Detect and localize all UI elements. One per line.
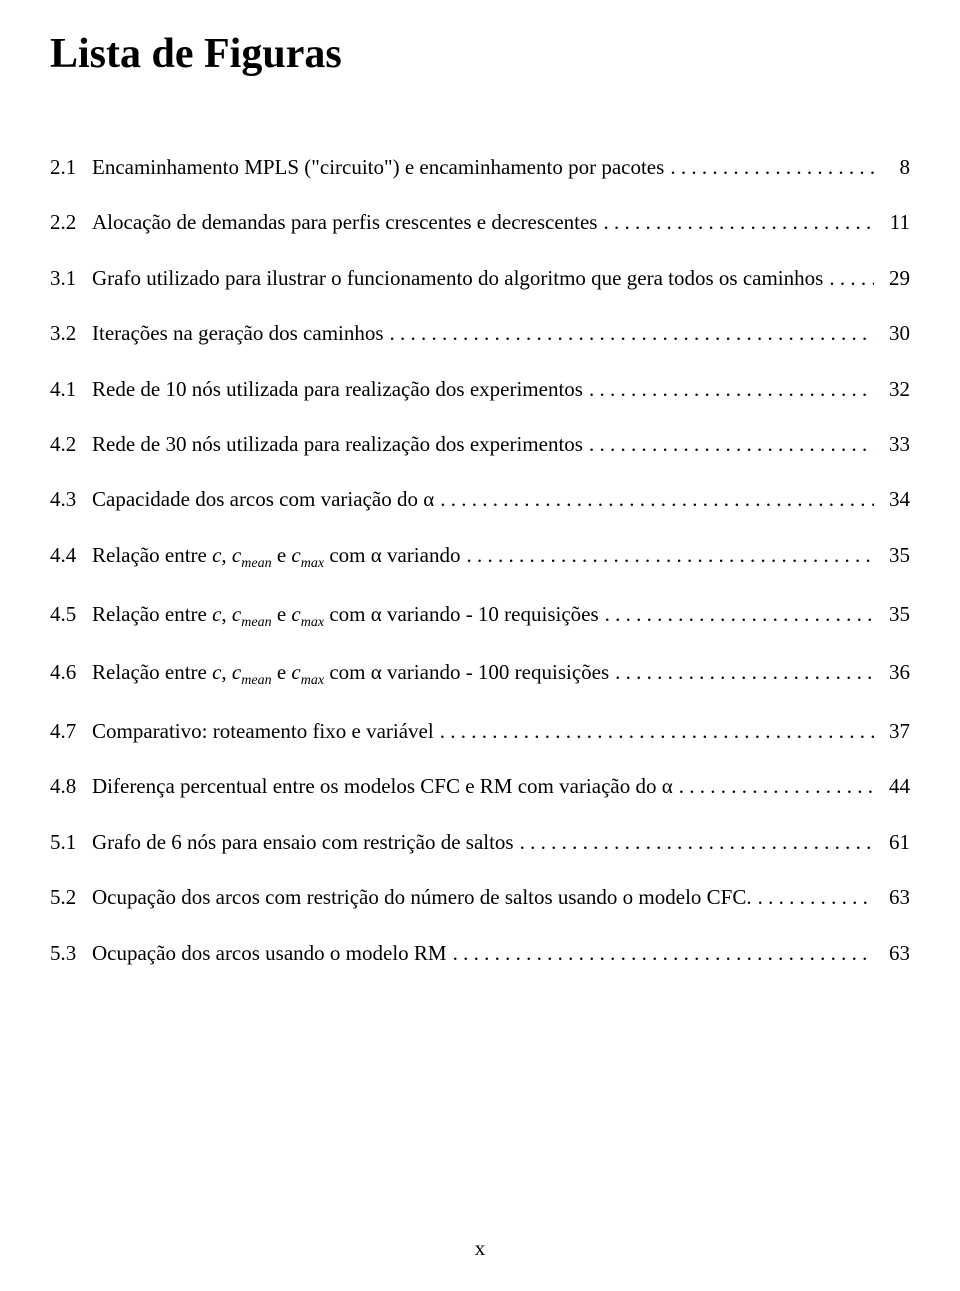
leader-dots [609, 658, 874, 687]
entry-page: 35 [874, 541, 910, 570]
entry-text: Rede de 10 nós utilizada para realização… [92, 375, 583, 404]
entry-text: Capacidade dos arcos com variação do α [92, 485, 434, 514]
list-item: 4.3Capacidade dos arcos com variação do … [50, 485, 910, 514]
entry-text: Encaminhamento MPLS ("circuito") e encam… [92, 153, 664, 182]
entry-text: Diferença percentual entre os modelos CF… [92, 772, 673, 801]
entry-page: 29 [874, 264, 910, 293]
entry-text: Relação entre c, cmean e cmax com α vari… [92, 541, 460, 574]
figure-list: 2.1Encaminhamento MPLS ("circuito") e en… [50, 153, 910, 968]
list-item: 3.2Iterações na geração dos caminhos 30 [50, 319, 910, 348]
leader-dots [583, 375, 874, 404]
entry-text: Ocupação dos arcos usando o modelo RM [92, 939, 447, 968]
entry-text: Comparativo: roteamento fixo e variável [92, 717, 434, 746]
entry-page: 8 [874, 153, 910, 182]
leader-dots [434, 485, 874, 514]
entry-number: 4.7 [50, 717, 92, 746]
leader-dots [583, 430, 874, 459]
leader-dots [752, 883, 874, 912]
list-item: 2.1Encaminhamento MPLS ("circuito") e en… [50, 153, 910, 182]
entry-text: Rede de 30 nós utilizada para realização… [92, 430, 583, 459]
entry-page: 35 [874, 600, 910, 629]
list-item: 4.1Rede de 10 nós utilizada para realiza… [50, 375, 910, 404]
entry-text: Ocupação dos arcos com restrição do núme… [92, 883, 752, 912]
leader-dots [384, 319, 874, 348]
list-item: 5.3Ocupação dos arcos usando o modelo RM… [50, 939, 910, 968]
entry-number: 5.2 [50, 883, 92, 912]
entry-text: Grafo de 6 nós para ensaio com restrição… [92, 828, 514, 857]
entry-number: 4.5 [50, 600, 92, 629]
leader-dots [447, 939, 874, 968]
entry-text: Iterações na geração dos caminhos [92, 319, 384, 348]
entry-page: 44 [874, 772, 910, 801]
page-number: x [0, 1236, 960, 1261]
entry-page: 34 [874, 485, 910, 514]
leader-dots [599, 600, 874, 629]
entry-page: 32 [874, 375, 910, 404]
entry-number: 4.3 [50, 485, 92, 514]
list-item: 4.8Diferença percentual entre os modelos… [50, 772, 910, 801]
entry-number: 3.2 [50, 319, 92, 348]
entry-page: 30 [874, 319, 910, 348]
list-item: 5.2Ocupação dos arcos com restrição do n… [50, 883, 910, 912]
list-item: 4.2Rede de 30 nós utilizada para realiza… [50, 430, 910, 459]
entry-number: 2.2 [50, 208, 92, 237]
entry-page: 36 [874, 658, 910, 687]
entry-text: Relação entre c, cmean e cmax com α vari… [92, 658, 609, 691]
page-title: Lista de Figuras [50, 30, 910, 78]
entry-number: 3.1 [50, 264, 92, 293]
leader-dots [514, 828, 874, 857]
entry-number: 4.6 [50, 658, 92, 687]
entry-page: 63 [874, 939, 910, 968]
list-item: 2.2Alocação de demandas para perfis cres… [50, 208, 910, 237]
entry-number: 5.1 [50, 828, 92, 857]
entry-text: Relação entre c, cmean e cmax com α vari… [92, 600, 599, 633]
list-item: 4.6Relação entre c, cmean e cmax com α v… [50, 658, 910, 691]
entry-text: Grafo utilizado para ilustrar o funciona… [92, 264, 823, 293]
entry-page: 33 [874, 430, 910, 459]
leader-dots [673, 772, 874, 801]
entry-number: 4.1 [50, 375, 92, 404]
leader-dots [664, 153, 874, 182]
list-item: 3.1Grafo utilizado para ilustrar o funci… [50, 264, 910, 293]
entry-number: 4.8 [50, 772, 92, 801]
entry-page: 63 [874, 883, 910, 912]
leader-dots [460, 541, 874, 570]
entry-number: 4.2 [50, 430, 92, 459]
list-item: 5.1Grafo de 6 nós para ensaio com restri… [50, 828, 910, 857]
entry-page: 11 [874, 208, 910, 237]
entry-number: 4.4 [50, 541, 92, 570]
leader-dots [434, 717, 874, 746]
entry-page: 37 [874, 717, 910, 746]
list-item: 4.4Relação entre c, cmean e cmax com α v… [50, 541, 910, 574]
list-item: 4.5Relação entre c, cmean e cmax com α v… [50, 600, 910, 633]
entry-text: Alocação de demandas para perfis crescen… [92, 208, 597, 237]
leader-dots [823, 264, 874, 293]
entry-number: 2.1 [50, 153, 92, 182]
list-item: 4.7Comparativo: roteamento fixo e variáv… [50, 717, 910, 746]
entry-page: 61 [874, 828, 910, 857]
leader-dots [597, 208, 874, 237]
entry-number: 5.3 [50, 939, 92, 968]
